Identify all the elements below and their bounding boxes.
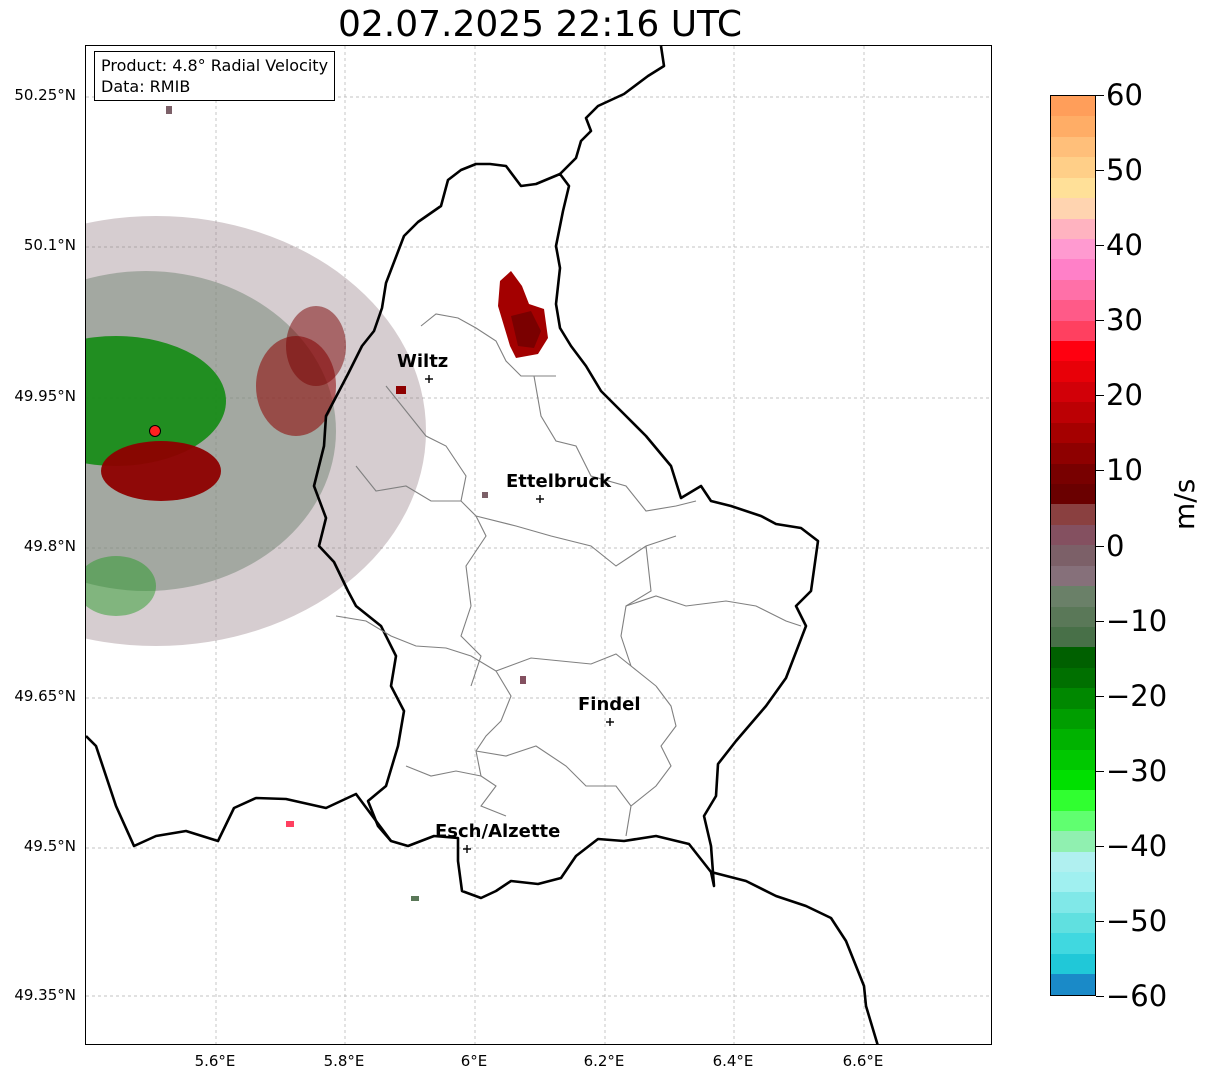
- lon-tick-label: 6.2°E: [583, 1052, 625, 1070]
- lon-tick-label: 6.6°E: [842, 1052, 884, 1070]
- colorbar-tick: [1096, 695, 1104, 697]
- colorbar-band: [1051, 300, 1095, 321]
- colorbar-tick: [1096, 545, 1104, 547]
- colorbar-tick-label: −10: [1106, 603, 1168, 638]
- lat-tick-label: 49.8°N: [23, 537, 76, 555]
- colorbar-tick-label: −60: [1106, 979, 1168, 1013]
- colorbar-band: [1051, 463, 1095, 485]
- colorbar-band: [1051, 586, 1095, 607]
- product-info-box: Product: 4.8° Radial Velocity Data: RMIB: [94, 51, 336, 101]
- radar-echoes: [86, 106, 548, 901]
- product-label: Product: 4.8° Radial Velocity: [101, 56, 329, 75]
- colorbar-band: [1051, 177, 1095, 199]
- colorbar-band: [1051, 545, 1095, 566]
- colorbar-tick: [1096, 95, 1104, 96]
- lat-tick-label: 50.25°N: [14, 86, 76, 104]
- colorbar-tick-label: −30: [1106, 753, 1168, 788]
- colorbar-band: [1051, 524, 1095, 546]
- colorbar-tick: [1096, 245, 1104, 247]
- lon-tick-label: 5.6°E: [194, 1052, 236, 1070]
- colorbar-tick: [1096, 395, 1104, 397]
- lon-tick-label: 6°E: [460, 1052, 488, 1070]
- chart-title: 02.07.2025 22:16 UTC: [337, 4, 743, 45]
- colorbar-band: [1051, 749, 1095, 770]
- colorbar-unit-label: m/s: [1168, 478, 1201, 530]
- colorbar-band: [1051, 790, 1095, 811]
- city-label-findel: Findel: [578, 694, 641, 715]
- colorbar-band: [1051, 238, 1095, 260]
- colorbar-tick-label: 20: [1106, 378, 1143, 413]
- colorbar-band: [1051, 361, 1095, 382]
- map-canvas: [86, 46, 991, 1044]
- lat-tick-label: 49.65°N: [14, 687, 76, 705]
- colorbar-tick: [1096, 470, 1104, 472]
- colorbar-band: [1051, 708, 1095, 730]
- colorbar-band: [1051, 729, 1095, 750]
- colorbar-tick-label: −20: [1106, 678, 1168, 713]
- colorbar-band: [1051, 504, 1095, 525]
- country-borders: [86, 46, 879, 1044]
- city-label-esch-alzette: Esch/Alzette: [435, 821, 561, 842]
- colorbar-tick: [1096, 170, 1104, 172]
- colorbar-band: [1051, 157, 1095, 178]
- colorbar-tick: [1096, 920, 1104, 922]
- colorbar-tick-label: 30: [1106, 303, 1143, 338]
- lat-tick-label: 50.1°N: [23, 236, 76, 254]
- colorbar-band: [1051, 279, 1095, 301]
- colorbar-tick: [1096, 770, 1104, 772]
- lon-tick-label: 6.4°E: [712, 1052, 754, 1070]
- colorbar-tick-label: −40: [1106, 828, 1168, 863]
- colorbar-band: [1051, 851, 1095, 873]
- colorbar-band: [1051, 320, 1095, 342]
- colorbar-band: [1051, 198, 1095, 219]
- city-label-wiltz: Wiltz: [397, 351, 449, 372]
- colorbar-band: [1051, 381, 1095, 403]
- colorbar-band: [1051, 96, 1095, 117]
- colorbar-band: [1051, 116, 1095, 137]
- colorbar-band: [1051, 953, 1095, 975]
- colorbar-tick-label: 50: [1106, 153, 1143, 188]
- lat-tick-label: 49.5°N: [23, 837, 76, 855]
- colorbar-band: [1051, 688, 1095, 709]
- colorbar-tick: [1096, 620, 1104, 622]
- colorbar-band: [1051, 626, 1095, 648]
- colorbar: [1050, 95, 1096, 996]
- colorbar-tick: [1096, 320, 1104, 322]
- colorbar-band: [1051, 565, 1095, 587]
- city-label-ettelbruck: Ettelbruck: [506, 471, 612, 492]
- canton-boundaries: [335, 313, 802, 837]
- colorbar-band: [1051, 912, 1095, 934]
- colorbar-band: [1051, 402, 1095, 423]
- colorbar-band: [1051, 422, 1095, 444]
- data-source-label: Data: RMIB: [101, 77, 191, 96]
- colorbar-band: [1051, 769, 1095, 791]
- colorbar-band: [1051, 136, 1095, 158]
- city-markers: [425, 375, 614, 853]
- colorbar-band: [1051, 218, 1095, 239]
- colorbar-band: [1051, 443, 1095, 464]
- colorbar-band: [1051, 831, 1095, 852]
- colorbar-tick-label: −50: [1106, 903, 1168, 938]
- lat-tick-label: 49.35°N: [14, 986, 76, 1004]
- colorbar-band: [1051, 606, 1095, 627]
- colorbar-band: [1051, 647, 1095, 668]
- colorbar-tick-label: 60: [1106, 78, 1143, 112]
- lat-tick-label: 49.95°N: [14, 387, 76, 405]
- colorbar-band: [1051, 259, 1095, 280]
- colorbar-tick: [1096, 996, 1104, 997]
- colorbar-band: [1051, 667, 1095, 689]
- colorbar-band: [1051, 872, 1095, 893]
- colorbar-tick: [1096, 845, 1104, 847]
- colorbar-band: [1051, 484, 1095, 505]
- lon-tick-label: 5.8°E: [323, 1052, 365, 1070]
- colorbar-band: [1051, 892, 1095, 913]
- colorbar-band: [1051, 933, 1095, 954]
- colorbar-band: [1051, 974, 1095, 995]
- colorbar-tick-label: 0: [1106, 528, 1125, 563]
- colorbar-tick-label: 10: [1106, 453, 1143, 488]
- colorbar-band: [1051, 810, 1095, 832]
- radar-map: [85, 45, 992, 1045]
- colorbar-tick-label: 40: [1106, 228, 1143, 263]
- colorbar-band: [1051, 341, 1095, 362]
